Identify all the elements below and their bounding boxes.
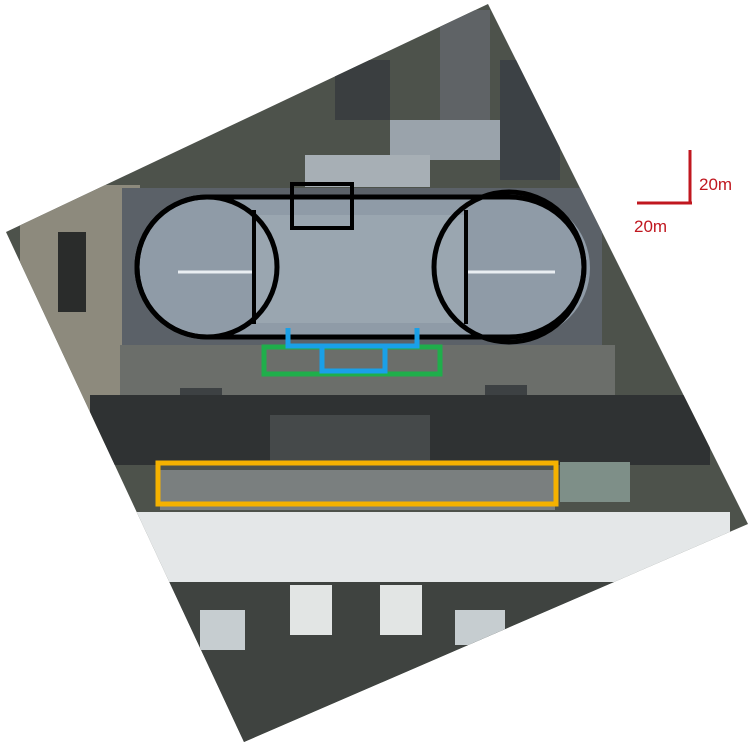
roof-center-band: [255, 215, 465, 323]
north-block-b: [335, 60, 390, 120]
east-shed: [560, 462, 630, 502]
north-block-a: [440, 10, 490, 120]
stadium-outline: [134, 194, 587, 340]
white-roof-row: [130, 512, 730, 582]
pale-block-c: [200, 610, 245, 650]
white-block-a: [290, 585, 332, 635]
left-dark-block: [58, 232, 86, 312]
blue-bracket: [285, 328, 420, 374]
annotation-overlays: [134, 182, 587, 507]
top-small-rectangle: [290, 182, 354, 230]
white-block-b: [380, 585, 422, 635]
pale-block-d: [455, 610, 505, 645]
scale-bar: [637, 150, 692, 205]
north-block-c: [390, 120, 510, 160]
north-block-d: [305, 155, 430, 187]
orange-rectangle: [155, 460, 559, 507]
east-block: [500, 60, 560, 180]
scale-vertical-label: 20m: [699, 175, 733, 194]
central-shed: [270, 415, 430, 463]
scale-horizontal-label: 20m: [634, 217, 668, 236]
